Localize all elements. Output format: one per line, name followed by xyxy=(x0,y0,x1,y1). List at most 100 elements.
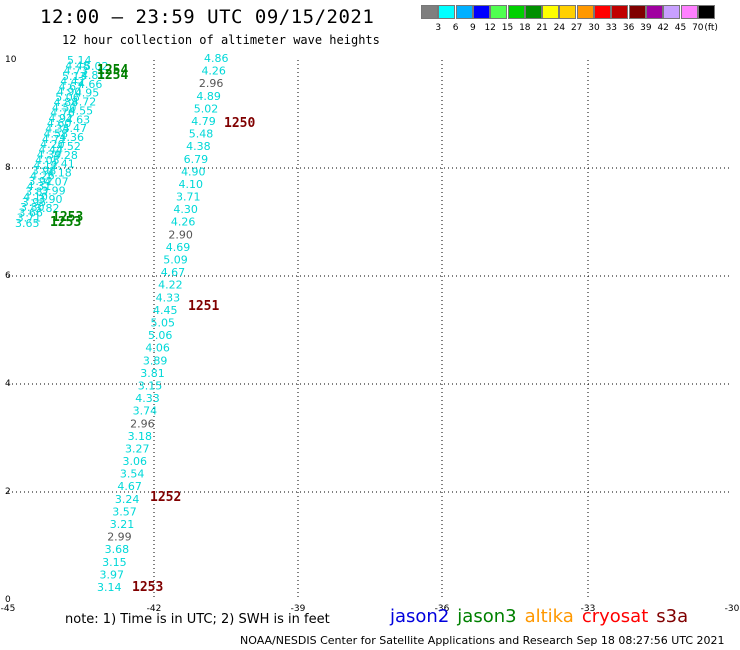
legend-label: 27 xyxy=(570,23,583,33)
pass-number-label: 1253 xyxy=(50,215,81,230)
legend-swatch xyxy=(559,5,577,19)
wave-height-value: 5.02 xyxy=(194,102,219,115)
wave-height-value: 4.22 xyxy=(158,279,183,292)
footer-note: note: 1) Time is in UTC; 2) SWH is in fe… xyxy=(65,612,330,627)
legend-swatch xyxy=(594,5,611,19)
pass-number-label: 1254 xyxy=(97,68,128,83)
wave-height-value: 3.92 xyxy=(28,175,53,188)
legend-label: 6 xyxy=(452,23,459,33)
wave-height-value: 2.96 xyxy=(199,77,224,90)
wave-height-value: 3.99 xyxy=(41,184,66,197)
wave-height-value: 3.95 xyxy=(22,196,47,209)
wave-height-value: 4.69 xyxy=(166,241,191,254)
wave-height-value: 5.06 xyxy=(148,329,173,342)
legend-swatch xyxy=(507,5,525,19)
legend-swatch xyxy=(542,5,560,19)
wave-height-value: 3.80 xyxy=(20,201,45,214)
x-tick-label: -39 xyxy=(291,604,306,614)
page-subtitle: 12 hour collection of altimeter wave hei… xyxy=(62,33,380,47)
pass-number-label: 1254 xyxy=(97,63,128,78)
legend-label: (ft) xyxy=(704,23,718,33)
legend-label: 24 xyxy=(553,23,566,33)
pass-number-label: 1251 xyxy=(188,299,219,314)
wave-height-value: 4.45 xyxy=(153,304,178,317)
wave-height-value: 3.27 xyxy=(125,442,149,455)
legend-swatch xyxy=(645,5,663,19)
x-tick-label: -36 xyxy=(435,604,450,614)
legend-label: 18 xyxy=(519,23,531,33)
track-c-values: 5.024.814.664.954.724.554.634.474.364.52… xyxy=(35,60,109,215)
wave-height-value: 6.79 xyxy=(184,153,209,166)
wave-height-value: 4.89 xyxy=(196,90,221,103)
wave-height-value: 3.81 xyxy=(140,367,165,380)
wave-height-value: 4.67 xyxy=(161,266,186,279)
wave-height-value: 4.55 xyxy=(69,104,94,117)
wave-height-value: 3.68 xyxy=(105,543,129,556)
legend-label: 39 xyxy=(640,23,652,33)
wave-height-value: 5.48 xyxy=(189,128,214,141)
satellite-key: jason2 jason3 altika cryosat s3a xyxy=(390,606,696,627)
pass-number-label: 1250 xyxy=(224,116,255,131)
y-tick-label: 8 xyxy=(5,163,11,173)
wave-height-value: 4.39 xyxy=(37,149,62,162)
wave-height-value: 4.30 xyxy=(173,203,198,216)
wave-height-value: 5.02 xyxy=(84,60,109,73)
wave-height-value: 4.28 xyxy=(53,149,78,162)
wave-height-value: 3.98 xyxy=(32,164,57,177)
wave-height-value: 5.09 xyxy=(163,254,188,267)
legend-swatch xyxy=(576,5,594,19)
wave-height-value: 3.57 xyxy=(112,505,136,518)
wave-height-value: 4.73 xyxy=(64,65,88,78)
wave-height-value: 4.41 xyxy=(50,158,75,171)
satellite-name: jason3 xyxy=(457,606,517,627)
wave-height-value: 3.74 xyxy=(133,405,158,418)
legend-label: 33 xyxy=(605,23,618,33)
legend-label: 42 xyxy=(657,23,669,33)
wave-height-value: 4.76 xyxy=(50,107,75,120)
pass-number-label: 1253 xyxy=(52,210,83,225)
legend-label: 45 xyxy=(674,23,687,33)
legend-swatch xyxy=(438,5,456,19)
legend-swatch xyxy=(524,5,542,19)
wave-height-value: 4.06 xyxy=(145,342,170,355)
legend-swatch xyxy=(628,5,646,19)
wave-height-value: 5.06 xyxy=(55,91,80,104)
satellite-name: s3a xyxy=(656,606,689,627)
legend-label: 70 xyxy=(692,23,704,33)
track-a-values: 4.864.262.964.895.024.795.484.386.794.90… xyxy=(97,52,229,594)
wave-height-value: 4.90 xyxy=(181,165,206,178)
y-tick-label: 6 xyxy=(5,271,11,281)
wave-height-value: 3.21 xyxy=(110,518,135,531)
map-axis-ticks: -45 -42 -39 -36 -33 -30 0 2 4 6 8 10 xyxy=(1,55,740,614)
wave-height-value: 4.20 xyxy=(40,138,64,151)
wave-height-value: 4.79 xyxy=(191,115,216,128)
wave-height-value: 3.71 xyxy=(176,191,201,204)
wave-height-value: 3.97 xyxy=(100,568,125,581)
satellite-name: jason2 xyxy=(390,606,450,627)
wave-height-value: 4.67 xyxy=(117,480,142,493)
wave-height-value: 4.60 xyxy=(47,117,72,130)
legend-swatch xyxy=(490,5,508,19)
wave-height-value: 4.33 xyxy=(156,291,181,304)
legend-label: 15 xyxy=(501,23,514,33)
wave-height-value: 4.52 xyxy=(56,140,81,153)
wave-height-value: 3.82 xyxy=(35,202,60,215)
pass-number-label: 1253 xyxy=(132,580,163,595)
wave-height-value: 4.10 xyxy=(23,191,48,204)
wave-height-value: 4.48 xyxy=(65,59,90,72)
x-tick-label: -45 xyxy=(1,604,16,614)
wave-height-value: 3.65 xyxy=(15,217,40,230)
wave-height-value: 3.66 xyxy=(18,206,43,219)
wave-height-value: 4.72 xyxy=(72,96,97,109)
wave-height-value: 4.36 xyxy=(60,131,85,144)
wave-height-value: 2.99 xyxy=(107,531,132,544)
legend-label: 30 xyxy=(588,23,600,33)
wave-height-value: 4.35 xyxy=(45,122,70,135)
wave-height-value: 3.14 xyxy=(97,581,122,594)
y-tick-label: 10 xyxy=(5,55,17,65)
wave-height-value: 4.88 xyxy=(54,96,78,109)
wave-height-value: 4.86 xyxy=(204,52,229,65)
wave-height-value: 3.15 xyxy=(102,556,127,569)
wave-height-value: 4.26 xyxy=(30,170,54,183)
